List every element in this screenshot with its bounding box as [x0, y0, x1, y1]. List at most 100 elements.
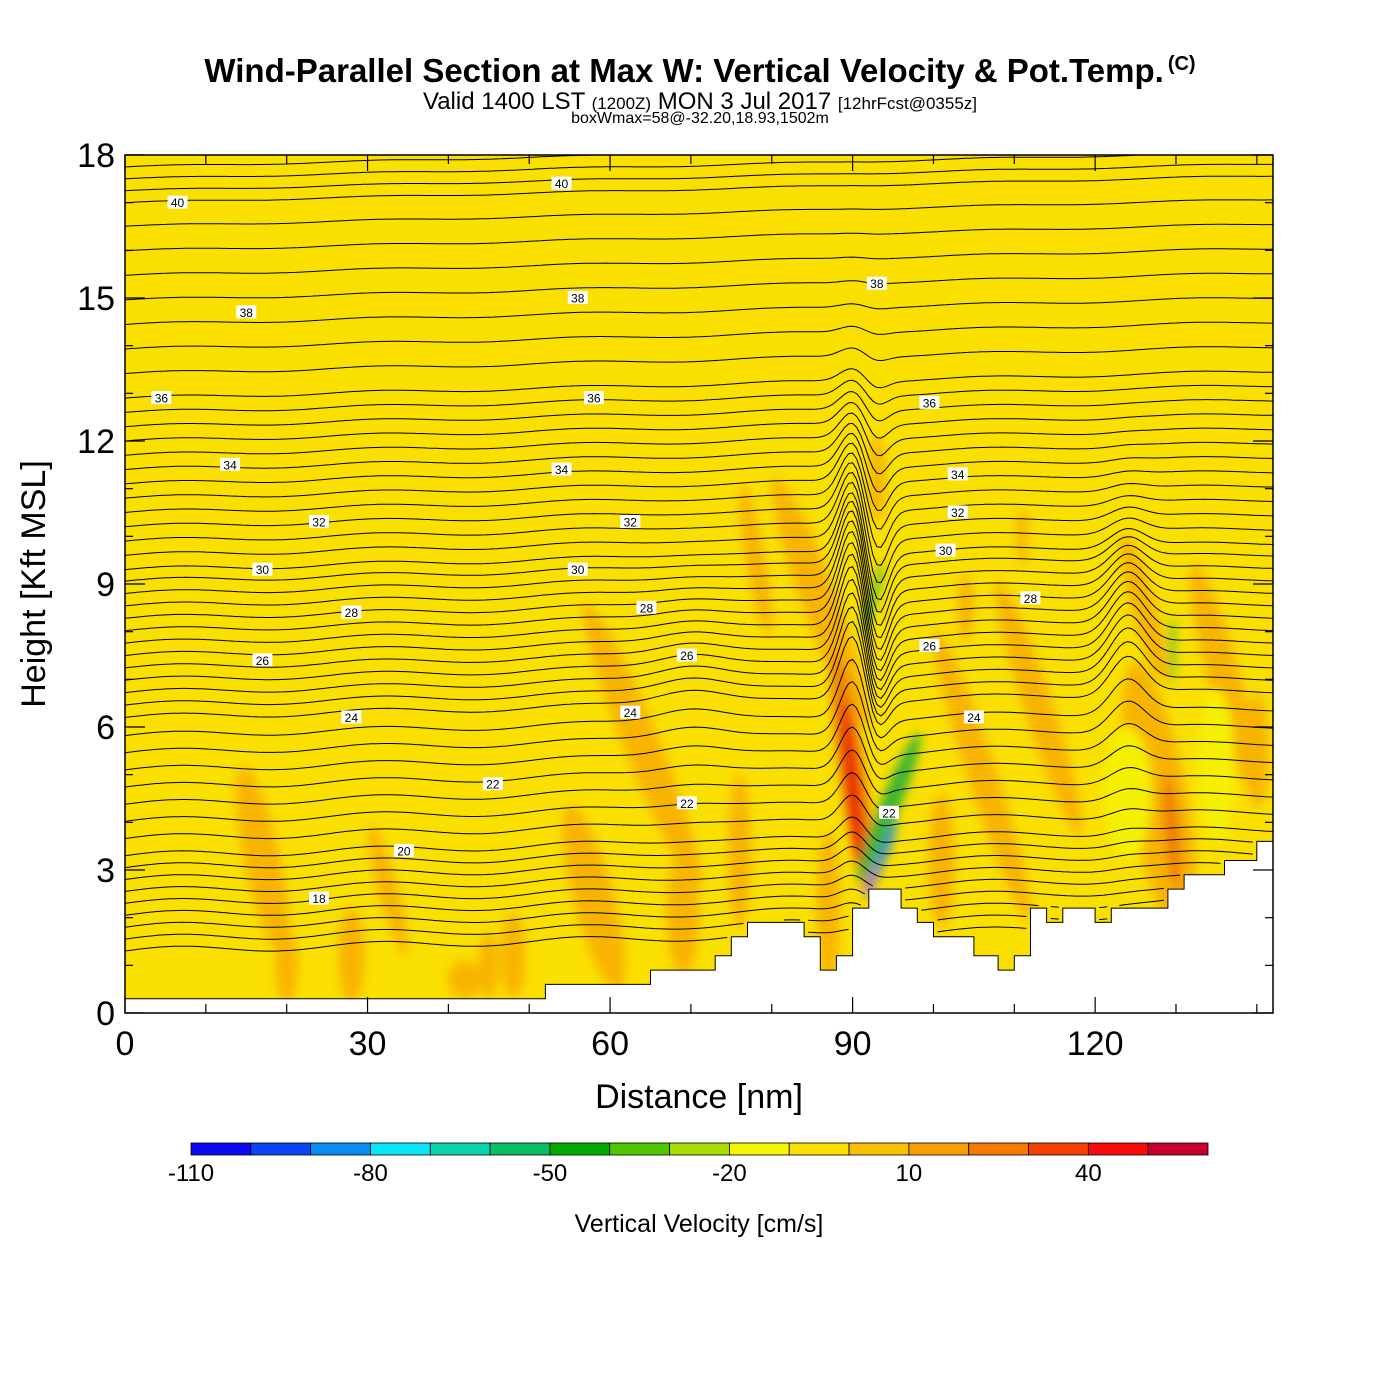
theta-contour-line [125, 553, 1273, 672]
theta-contour-line [125, 163, 1273, 192]
theta-contour-line [125, 155, 1148, 180]
theta-contour-line [808, 915, 849, 922]
contour-label-box [963, 710, 984, 724]
chart-title-text: Wind-Parallel Section at Max W: Vertical… [204, 52, 1164, 89]
colorbar-bin [370, 1142, 431, 1156]
theta-contour-line [125, 922, 744, 940]
contour-label-38: 38 [240, 306, 254, 320]
x-tick-label: 90 [834, 1025, 872, 1063]
theta-contour-line [125, 565, 1273, 681]
theta-contour-layer [125, 155, 1273, 952]
colorbar-bin [729, 1142, 790, 1156]
contour-label-26: 26 [256, 654, 270, 668]
theta-contour-line [125, 401, 1273, 442]
colorbar-bin [190, 1142, 252, 1156]
contour-label-box [252, 653, 273, 667]
colorbar-bin [310, 1142, 371, 1156]
contour-label-24: 24 [624, 706, 638, 720]
theta-contour-line [125, 772, 1273, 822]
contour-label-32: 32 [624, 516, 638, 530]
colorbar: -110 -80 -50 -20 10 40 [168, 1142, 1209, 1187]
theta-contour-line [125, 175, 1273, 204]
forecast-info: [12hrFcst@0355z] [837, 94, 978, 113]
contour-label-box [167, 195, 188, 209]
colorbar-bin [609, 1142, 670, 1156]
contour-label-40: 40 [555, 177, 569, 191]
theta-contour-line [125, 297, 1273, 325]
velocity-region-orange [771, 477, 869, 729]
colorbar-label: 10 [896, 1160, 923, 1187]
theta-contour-line [125, 199, 1273, 227]
x-tick-label: 30 [349, 1025, 387, 1063]
contour-label-box [620, 515, 641, 529]
contour-label-24: 24 [967, 711, 981, 725]
velocity-fill-layer [125, 155, 1273, 1013]
theta-contour-line [125, 680, 1273, 754]
theta-contour-line [125, 422, 1273, 475]
contour-label-box [676, 648, 697, 662]
contour-label-box [1020, 591, 1041, 605]
theta-contour-line [937, 914, 1027, 921]
velocity-region-orange [275, 927, 299, 1004]
contour-label-box [309, 515, 330, 529]
contour-labels: 40 40 38 38 38 36 36 36 34 34 34 32 32 32 30 30 30 28 28 28… [151, 176, 1041, 906]
x-tick-label: 120 [1067, 1025, 1124, 1063]
y-tick-label: 15 [77, 280, 115, 318]
theta-contour-line [125, 578, 1273, 691]
theta-contour-line [1099, 918, 1108, 920]
contour-label-36: 36 [923, 396, 937, 410]
colorbar-bin [489, 1142, 551, 1156]
contour-label-box [935, 543, 956, 557]
theta-contour-line [1050, 918, 1059, 920]
theta-contour-line [125, 794, 1273, 840]
y-axis-title: Height [Kft MSL] [15, 460, 53, 708]
contour-label-box [341, 605, 362, 619]
contour-label-box [393, 843, 414, 857]
contour-label-box [919, 638, 940, 652]
contour-label-30: 30 [571, 563, 585, 577]
theta-contour-line [125, 888, 865, 916]
velocity-region-yellow [1103, 727, 1152, 861]
copyright-mark: (C) [1167, 53, 1196, 75]
theta-contour-line [125, 860, 1221, 892]
contour-label-36: 36 [155, 392, 169, 406]
contour-label-38: 38 [870, 277, 884, 291]
contour-label-box [482, 777, 503, 791]
velocity-region-yellow [1198, 688, 1235, 842]
theta-contour-line [125, 658, 1273, 739]
velocity-region-orange [1120, 534, 1167, 682]
y-tick-label: 9 [96, 566, 115, 604]
x-tick-label: 0 [116, 1025, 135, 1063]
theta-contour-line [125, 510, 1273, 626]
theta-contour-line [125, 155, 689, 168]
contour-label-26: 26 [923, 639, 937, 653]
contour-label-32: 32 [312, 516, 326, 530]
contour-label-box [551, 462, 572, 476]
velocity-region-strong [1162, 774, 1182, 889]
theta-contour-line [125, 620, 1273, 717]
velocity-region-orange [995, 580, 1083, 835]
theta-contour-line [125, 452, 1273, 530]
contour-label-34: 34 [951, 468, 965, 482]
colorbar-bin [968, 1142, 1029, 1156]
theta-contour-line [125, 368, 1273, 399]
contour-label-box [220, 457, 241, 471]
contour-label-30: 30 [939, 544, 953, 558]
contour-label-box [567, 562, 588, 576]
velocity-region-orange [479, 931, 499, 999]
theta-contour-line [125, 831, 1253, 869]
theta-contour-line [125, 936, 728, 952]
colorbar-label: -80 [353, 1160, 388, 1187]
valid-utc: (1200Z) [591, 94, 652, 113]
theta-contour-line [125, 500, 1273, 613]
velocity-region-orange [500, 912, 526, 999]
colorbar-title: Vertical Velocity [cm/s] [575, 1210, 824, 1238]
contour-label-34: 34 [223, 458, 237, 472]
contour-label-box [236, 305, 257, 319]
colorbar-bin [908, 1142, 970, 1156]
terrain-mask-shape [125, 841, 1273, 1013]
theta-contour-line [905, 874, 1181, 889]
theta-contour-line [125, 155, 136, 156]
contour-label-24: 24 [345, 711, 359, 725]
